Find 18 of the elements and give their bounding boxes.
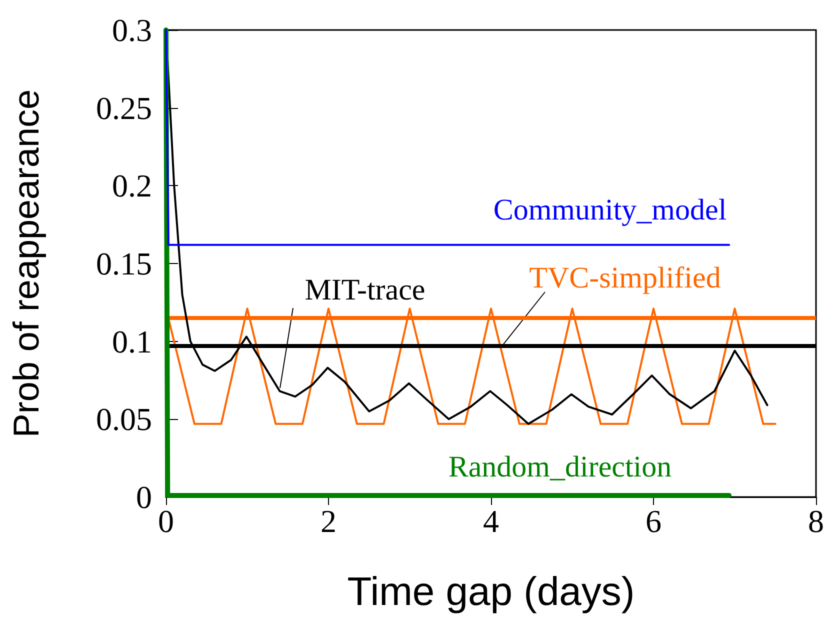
x-tick-label: 8 [808,503,824,539]
x-tick-label: 6 [646,503,662,539]
y-tick-label: 0.25 [96,90,152,126]
series-label: TVC-simplified [529,262,721,294]
y-tick-label: 0.2 [112,168,152,204]
text: MIT-trace [304,274,426,306]
series-label: Random_direction [448,450,672,484]
y-tick-label: 0.05 [96,401,152,438]
y-tick-label: 0 [136,479,152,515]
y-tick-label: 0.1 [112,323,152,360]
y-tick-label: 0.3 [112,12,152,48]
x-tick-label: 4 [483,503,499,539]
y-axis-title: Prob of reappearance [6,89,46,438]
x-tick-label: 0 [158,503,174,539]
x-tick-label: 2 [320,503,336,539]
x-axis-title: Time gap (days) [347,570,635,614]
y-tick-label: 0.15 [96,246,152,282]
series-label: Community_model [493,194,727,226]
